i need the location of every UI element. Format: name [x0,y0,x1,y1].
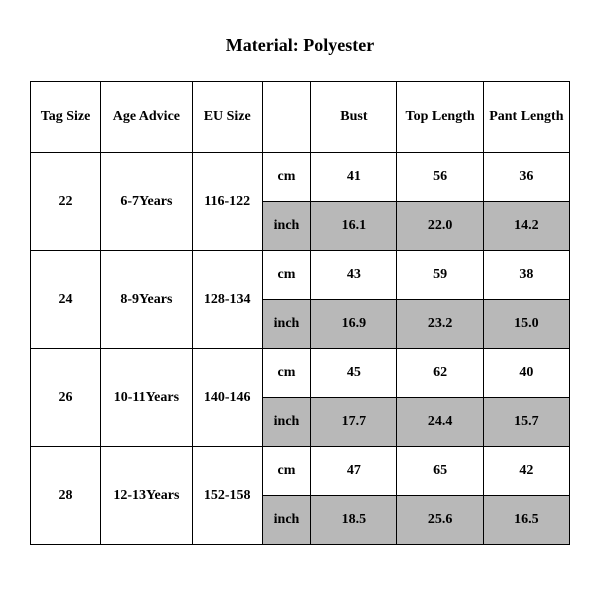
cell-top: 56 [397,153,483,202]
col-header: Bust [311,82,397,153]
cell-unit: inch [262,202,311,251]
cell-top: 59 [397,251,483,300]
cell-unit: inch [262,398,311,447]
cell-pant: 15.0 [483,300,569,349]
cell-pant: 15.7 [483,398,569,447]
cell-pant: 36 [483,153,569,202]
cell-age: 12-13Years [101,447,193,545]
cell-unit: cm [262,153,311,202]
cell-unit: inch [262,496,311,545]
col-header: Tag Size [31,82,101,153]
table-row: 28 12-13Years 152-158 cm 47 65 42 [31,447,570,496]
cell-unit: cm [262,447,311,496]
cell-bust: 45 [311,349,397,398]
col-header: Top Length [397,82,483,153]
cell-top: 62 [397,349,483,398]
col-header: EU Size [192,82,262,153]
cell-bust: 16.9 [311,300,397,349]
cell-age: 6-7Years [101,153,193,251]
cell-eu: 128-134 [192,251,262,349]
page-container: Material: Polyester Tag Size Age Advice … [0,0,600,545]
cell-tag: 26 [31,349,101,447]
cell-unit: inch [262,300,311,349]
cell-bust: 47 [311,447,397,496]
cell-tag: 28 [31,447,101,545]
cell-pant: 40 [483,349,569,398]
cell-top: 25.6 [397,496,483,545]
cell-age: 10-11Years [101,349,193,447]
cell-pant: 16.5 [483,496,569,545]
cell-top: 24.4 [397,398,483,447]
cell-tag: 22 [31,153,101,251]
table-row: 24 8-9Years 128-134 cm 43 59 38 [31,251,570,300]
cell-bust: 17.7 [311,398,397,447]
table-row: 26 10-11Years 140-146 cm 45 62 40 [31,349,570,398]
page-title: Material: Polyester [30,35,570,56]
cell-pant: 38 [483,251,569,300]
cell-top: 23.2 [397,300,483,349]
col-header [262,82,311,153]
col-header: Pant Length [483,82,569,153]
table-row: 22 6-7Years 116-122 cm 41 56 36 [31,153,570,202]
cell-bust: 43 [311,251,397,300]
cell-unit: cm [262,349,311,398]
cell-unit: cm [262,251,311,300]
cell-eu: 140-146 [192,349,262,447]
cell-bust: 18.5 [311,496,397,545]
cell-eu: 152-158 [192,447,262,545]
table-header-row: Tag Size Age Advice EU Size Bust Top Len… [31,82,570,153]
cell-bust: 41 [311,153,397,202]
col-header: Age Advice [101,82,193,153]
cell-pant: 14.2 [483,202,569,251]
cell-eu: 116-122 [192,153,262,251]
cell-top: 65 [397,447,483,496]
cell-pant: 42 [483,447,569,496]
cell-bust: 16.1 [311,202,397,251]
cell-tag: 24 [31,251,101,349]
cell-age: 8-9Years [101,251,193,349]
size-table: Tag Size Age Advice EU Size Bust Top Len… [30,81,570,545]
cell-top: 22.0 [397,202,483,251]
